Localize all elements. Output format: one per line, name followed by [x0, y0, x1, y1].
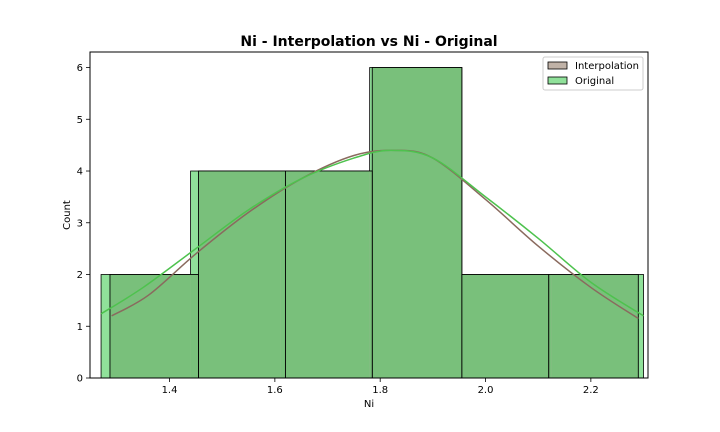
legend-label-interpolation: Interpolation [575, 61, 639, 72]
legend-label-original: Original [575, 76, 614, 87]
kde-lines [100, 149, 644, 320]
x-tick-label: 1.6 [267, 385, 283, 396]
bar-overlap [110, 274, 191, 378]
y-tick-label: 0 [77, 374, 83, 385]
chart-title: Ni - Interpolation vs Ni - Original [240, 34, 497, 50]
bars-overlap [109, 67, 639, 379]
legend: Interpolation Original [542, 56, 644, 91]
x-axis-label: Ni [364, 399, 374, 410]
y-tick-label: 2 [77, 270, 83, 281]
bar-overlap [461, 274, 549, 378]
axes-frame [89, 51, 649, 379]
y-tick-label: 5 [77, 115, 83, 126]
x-tick-label: 1.8 [372, 385, 388, 396]
x-tick-label: 2.0 [478, 385, 494, 396]
y-tick-label: 6 [77, 63, 83, 74]
bar-overlap [285, 171, 370, 378]
kde-line-original [100, 149, 644, 317]
x-axis-ticks: 1.4 1.6 1.8 2.0 2.2 [162, 378, 599, 396]
bar-overlap [551, 274, 639, 378]
bar-overlap [190, 274, 199, 378]
legend-swatch-original [547, 76, 568, 85]
plot-area [100, 67, 644, 379]
x-tick-label: 2.2 [583, 385, 599, 396]
bar-overlap [548, 274, 552, 378]
y-tick-label: 1 [77, 322, 83, 333]
legend-swatch-interpolation [547, 61, 568, 70]
y-tick-label: 4 [77, 167, 83, 178]
bar-overlap [280, 171, 286, 378]
y-axis-ticks: 0 1 2 3 4 5 6 [77, 63, 90, 385]
bar-overlap [198, 171, 281, 378]
y-axis-label: Count [62, 200, 73, 230]
y-tick-label: 3 [77, 218, 83, 229]
x-tick-label: 1.4 [162, 385, 178, 396]
bar-overlap [372, 67, 462, 379]
bar-overlap [369, 171, 373, 378]
legend-box [542, 56, 644, 91]
